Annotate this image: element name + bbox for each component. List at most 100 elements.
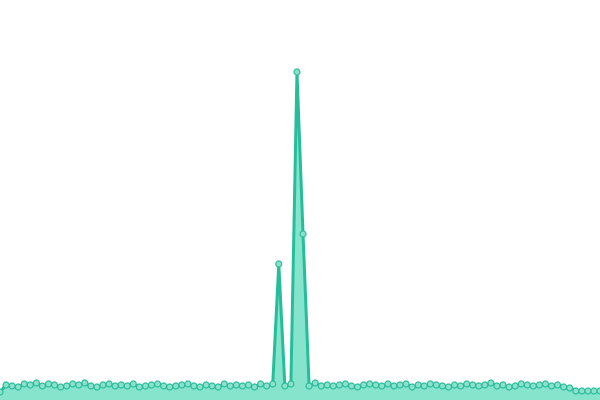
- marker: [81, 379, 89, 387]
- marker: [372, 381, 380, 389]
- marker: [244, 381, 253, 389]
- marker: [172, 382, 180, 390]
- marker: [487, 379, 495, 387]
- marker: [160, 382, 168, 390]
- marker: [426, 380, 434, 388]
- marker: [57, 383, 65, 391]
- marker: [493, 382, 501, 390]
- marker: [584, 387, 592, 395]
- marker: [408, 383, 416, 391]
- marker: [153, 380, 162, 388]
- marker: [396, 381, 404, 389]
- marker: [450, 381, 459, 389]
- marker: [420, 382, 428, 390]
- marker: [560, 383, 568, 391]
- marker: [69, 380, 77, 388]
- marker: [511, 382, 519, 390]
- marker: [184, 380, 192, 388]
- marker: [38, 382, 47, 390]
- marker: [432, 381, 440, 389]
- marker: [444, 383, 453, 391]
- marker: [293, 68, 301, 76]
- marker: [317, 382, 325, 390]
- marker: [335, 381, 343, 389]
- marker: [20, 380, 28, 388]
- marker: [366, 380, 374, 388]
- marker: [202, 381, 210, 389]
- marker: [8, 382, 16, 390]
- marker: [311, 379, 319, 387]
- marker: [390, 382, 398, 390]
- marker: [105, 380, 113, 388]
- marker: [190, 382, 198, 390]
- marker: [360, 381, 368, 389]
- marker: [529, 382, 537, 390]
- marker: [63, 382, 71, 390]
- marker: [208, 382, 216, 390]
- marker: [214, 383, 222, 391]
- marker: [287, 380, 295, 388]
- marker: [402, 380, 410, 388]
- marker: [329, 382, 337, 390]
- marker: [275, 260, 283, 268]
- marker: [166, 383, 174, 391]
- marker: [238, 382, 247, 390]
- marker: [414, 381, 422, 389]
- marker: [438, 382, 447, 390]
- marker: [0, 388, 4, 396]
- marker: [353, 383, 362, 391]
- marker: [475, 382, 483, 390]
- area-fill: [0, 72, 600, 400]
- marker: [196, 383, 204, 391]
- marker: [99, 381, 107, 389]
- marker: [517, 380, 525, 388]
- marker: [481, 381, 489, 389]
- marker: [590, 387, 598, 395]
- marker: [572, 387, 580, 395]
- marker: [111, 382, 119, 390]
- marker: [463, 380, 471, 388]
- marker: [135, 383, 143, 391]
- marker: [26, 381, 34, 389]
- marker: [378, 382, 386, 390]
- marker: [341, 380, 350, 388]
- marker: [129, 380, 137, 388]
- marker: [117, 381, 125, 389]
- marker: [541, 380, 550, 388]
- marker: [178, 381, 186, 389]
- marker: [469, 381, 477, 389]
- marker: [499, 381, 507, 389]
- marker: [547, 382, 556, 390]
- marker: [384, 380, 392, 388]
- marker: [299, 230, 307, 238]
- marker: [141, 382, 150, 390]
- marker: [87, 382, 95, 390]
- marker: [323, 381, 331, 389]
- marker: [269, 380, 277, 388]
- marker: [2, 381, 10, 389]
- marker: [523, 381, 531, 389]
- marker: [578, 387, 586, 395]
- marker: [226, 382, 234, 390]
- marker: [457, 382, 465, 390]
- marker: [566, 384, 574, 392]
- marker: [232, 381, 240, 389]
- marker: [123, 382, 131, 390]
- marker: [347, 382, 356, 390]
- marker: [505, 383, 513, 391]
- marker: [147, 381, 156, 389]
- marker: [32, 379, 40, 387]
- marker: [305, 382, 313, 390]
- marker: [14, 383, 22, 391]
- marker: [250, 383, 259, 391]
- marker: [553, 381, 562, 389]
- marker: [220, 380, 228, 388]
- marker: [257, 380, 265, 388]
- marker: [263, 382, 271, 390]
- marker: [75, 381, 83, 389]
- marker: [535, 381, 543, 389]
- marker: [281, 382, 289, 390]
- marker: [596, 387, 600, 395]
